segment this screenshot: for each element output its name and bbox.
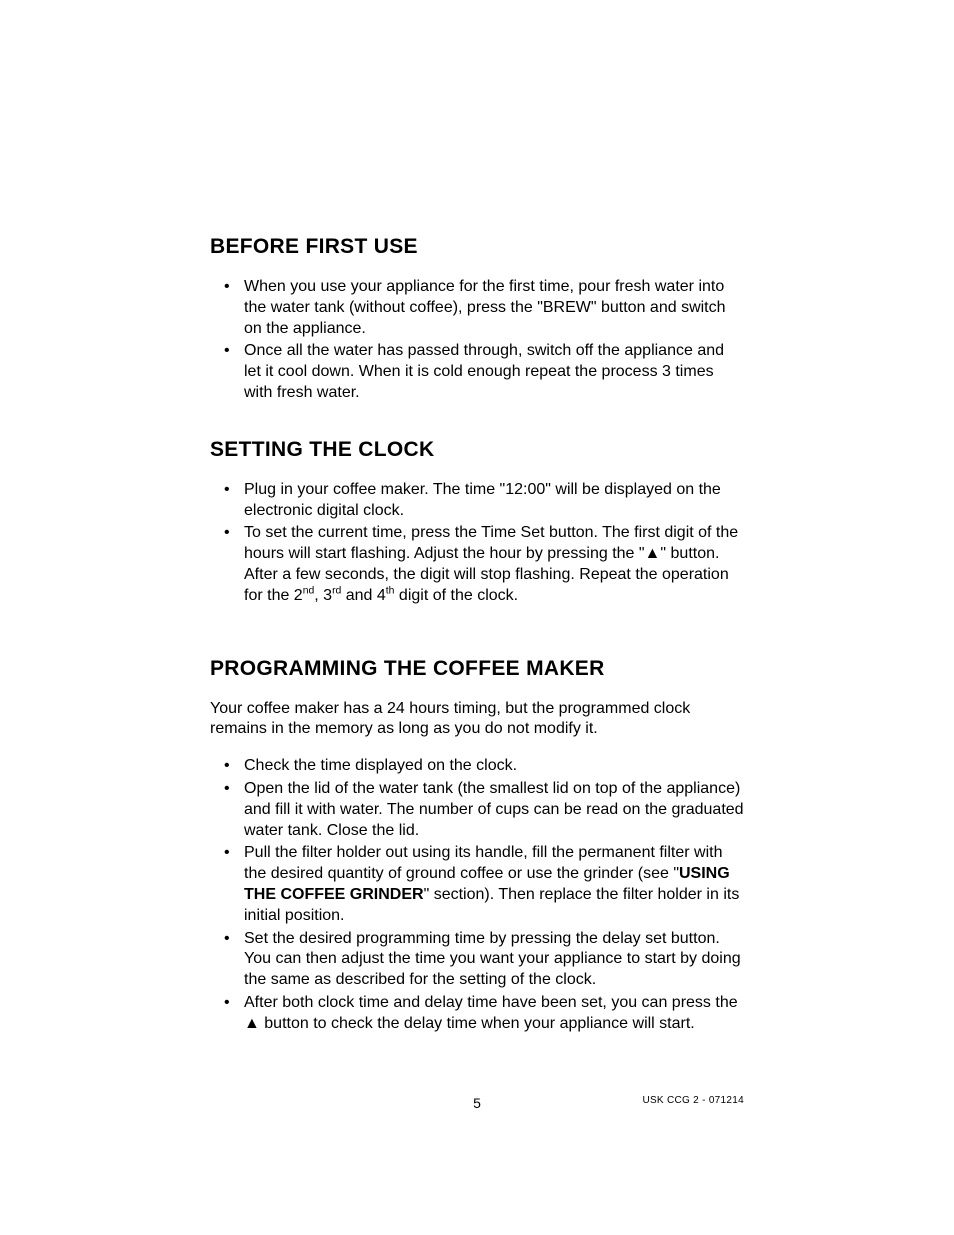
- list-before-first-use: When you use your appliance for the firs…: [210, 277, 744, 404]
- list-item: To set the current time, press the Time …: [210, 523, 744, 606]
- text-fragment: and 4: [341, 587, 385, 604]
- text-fragment: Pull the filter holder out using its han…: [244, 844, 722, 882]
- page-number: 5: [0, 1095, 954, 1111]
- heading-programming: PROGRAMMING THE COFFEE MAKER: [210, 657, 744, 681]
- list-item: Set the desired programming time by pres…: [210, 929, 744, 991]
- list-item: When you use your appliance for the firs…: [210, 277, 744, 339]
- text-fragment: digit of the clock.: [394, 587, 518, 604]
- heading-setting-clock: SETTING THE CLOCK: [210, 438, 744, 462]
- list-item: Plug in your coffee maker. The time "12:…: [210, 480, 744, 522]
- ordinal-suffix: rd: [332, 585, 341, 596]
- text-fragment: , 3: [314, 587, 332, 604]
- list-setting-clock: Plug in your coffee maker. The time "12:…: [210, 480, 744, 607]
- list-item: Pull the filter holder out using its han…: [210, 843, 744, 926]
- list-item: Open the lid of the water tank (the smal…: [210, 779, 744, 841]
- list-item: After both clock time and delay time hav…: [210, 993, 744, 1035]
- page-container: BEFORE FIRST USE When you use your appli…: [0, 0, 954, 1235]
- ordinal-suffix: nd: [303, 585, 315, 596]
- document-id: USK CCG 2 - 071214: [642, 1095, 744, 1106]
- list-item: Check the time displayed on the clock.: [210, 756, 744, 777]
- list-programming: Check the time displayed on the clock. O…: [210, 756, 744, 1034]
- para-programming-intro: Your coffee maker has a 24 hours timing,…: [210, 699, 744, 741]
- heading-before-first-use: BEFORE FIRST USE: [210, 235, 744, 259]
- list-item: Once all the water has passed through, s…: [210, 341, 744, 403]
